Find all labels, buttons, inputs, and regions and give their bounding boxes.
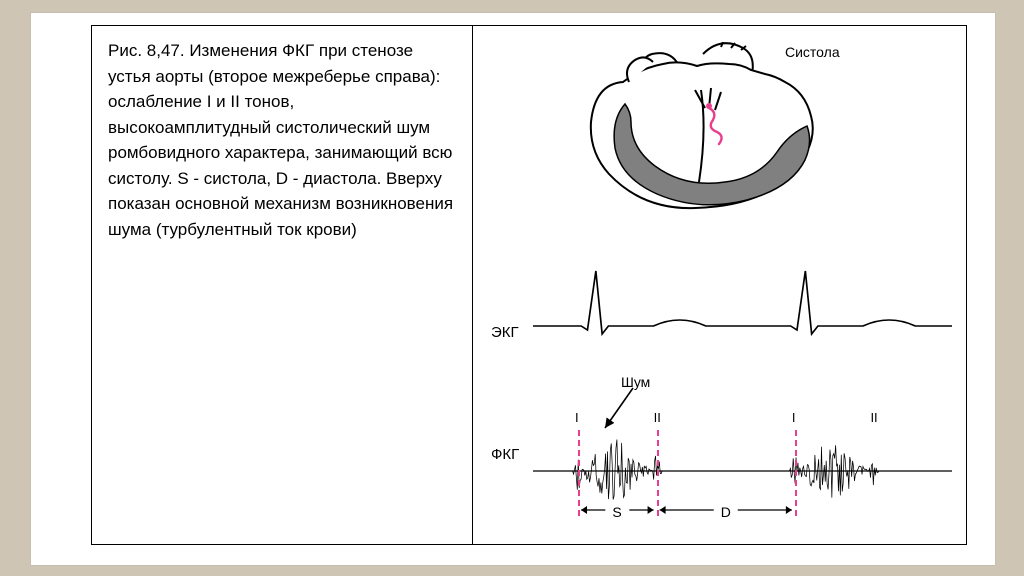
figure-caption: Рис. 8,47. Изменения ФКГ при стенозе уст… — [108, 38, 456, 242]
ecg-axis-label: ЭКГ — [491, 324, 519, 341]
tone-mark: II — [654, 410, 661, 425]
figure-frame: Рис. 8,47. Изменения ФКГ при стенозе уст… — [91, 25, 967, 545]
page-card: Рис. 8,47. Изменения ФКГ при стенозе уст… — [30, 12, 996, 566]
ecg-svg — [533, 256, 952, 376]
tone-mark: I — [575, 410, 579, 425]
sd-arrows — [533, 498, 952, 528]
tone-mark: II — [870, 410, 877, 425]
caption-panel: Рис. 8,47. Изменения ФКГ при стенозе уст… — [92, 26, 472, 254]
ecg-trace — [533, 256, 952, 376]
diagram-panel: Систола — [473, 26, 966, 544]
heart-svg — [583, 42, 843, 212]
tone-mark: I — [792, 410, 796, 425]
pcg-axis-label: ФКГ — [491, 446, 519, 463]
heart-diagram — [583, 42, 843, 212]
